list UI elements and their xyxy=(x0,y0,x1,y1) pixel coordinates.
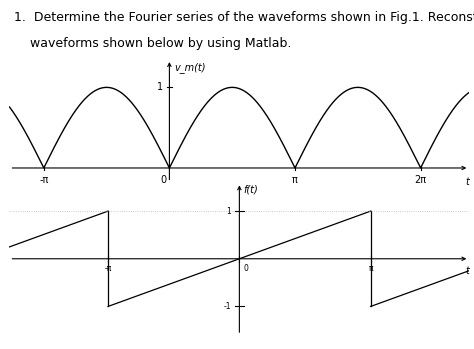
Text: v_m(t): v_m(t) xyxy=(174,62,206,73)
Text: 0: 0 xyxy=(160,175,166,185)
Text: 0: 0 xyxy=(243,265,248,274)
Text: π: π xyxy=(292,175,298,185)
Text: f(t): f(t) xyxy=(244,185,258,195)
Text: -π: -π xyxy=(104,265,112,274)
Text: 1: 1 xyxy=(157,82,164,92)
Text: 1.  Determine the Fourier series of the waveforms shown in Fig.1. Reconstruct th: 1. Determine the Fourier series of the w… xyxy=(14,12,474,24)
Text: t: t xyxy=(465,266,469,276)
Text: -1: -1 xyxy=(224,302,231,311)
Text: 2π: 2π xyxy=(415,175,427,185)
Text: π: π xyxy=(368,265,373,274)
Text: waveforms shown below by using Matlab.: waveforms shown below by using Matlab. xyxy=(14,37,292,50)
Text: t: t xyxy=(465,177,469,187)
Text: 1: 1 xyxy=(226,207,231,216)
Text: -π: -π xyxy=(39,175,48,185)
